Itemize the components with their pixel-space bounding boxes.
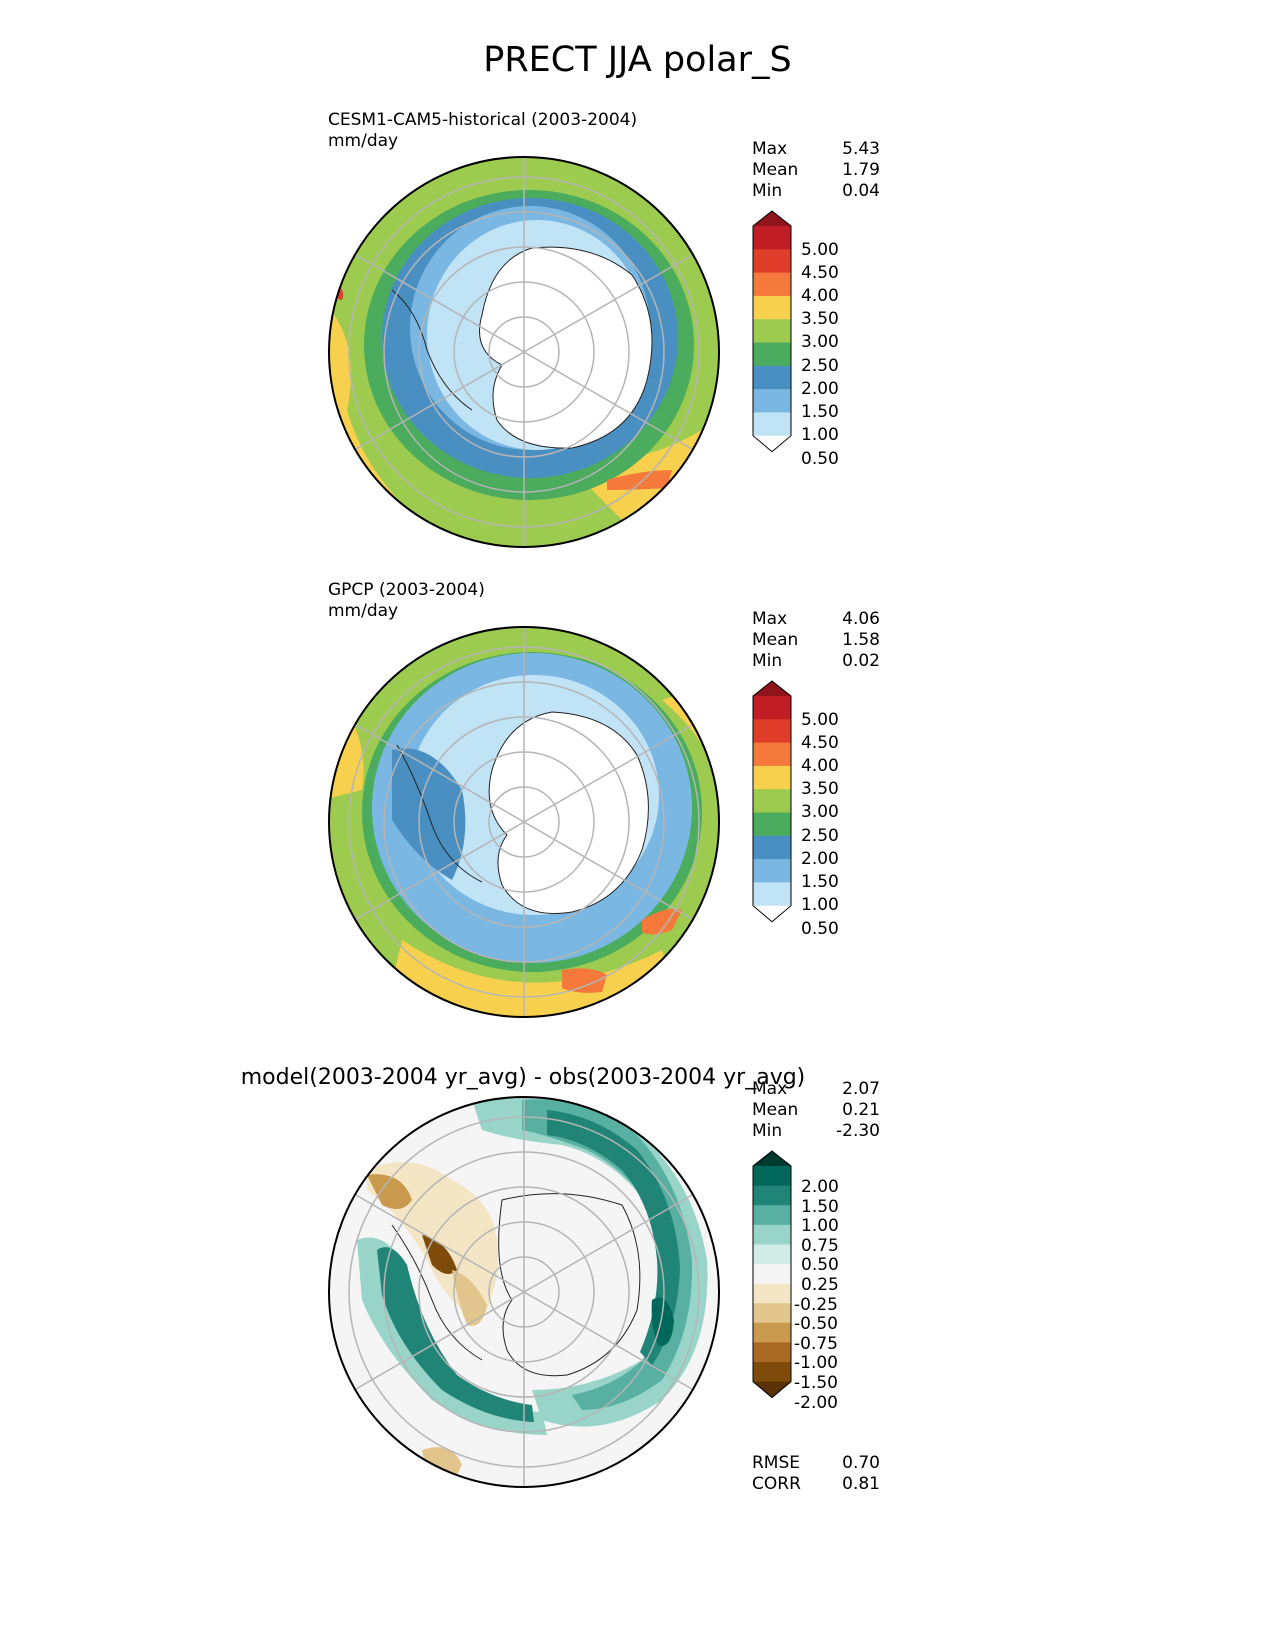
panel-2-subtitle: GPCP (2003-2004) xyxy=(328,580,485,600)
colorbar-swatch xyxy=(753,835,791,860)
colorbar-tick: 3.00 xyxy=(801,802,839,822)
colorbar-swatch xyxy=(753,1342,791,1363)
colorbar-outline xyxy=(752,680,792,923)
panel-2-stats: Max 4.06 Mean 1.58 Min 0.02 xyxy=(752,609,880,671)
colorbar-tick: 2.00 xyxy=(801,1177,839,1197)
colorbar-swatch xyxy=(753,365,791,390)
colorbar-tick: 2.50 xyxy=(801,356,839,376)
panel-1-polar-map xyxy=(328,156,720,548)
colorbar-outline xyxy=(752,210,792,453)
colorbar-swatch xyxy=(753,859,791,883)
colorbar-swatch xyxy=(753,812,791,837)
colorbar-swatch xyxy=(753,1166,791,1187)
panel-3-metrics: RMSE 0.70 CORR 0.81 xyxy=(752,1453,880,1494)
colorbar-swatches xyxy=(752,680,792,923)
colorbar-tick: 3.50 xyxy=(801,309,839,329)
colorbar-tick: 1.50 xyxy=(801,872,839,892)
colorbar-tick: 0.50 xyxy=(801,919,839,939)
colorbar-swatch xyxy=(753,1205,791,1226)
colorbar-tick: 2.00 xyxy=(801,379,839,399)
colorbar-tick: 5.00 xyxy=(801,240,839,260)
panel-2-polar-map xyxy=(328,626,720,1018)
panel-1-subtitle: CESM1-CAM5-historical (2003-2004) xyxy=(328,110,638,130)
colorbar-tick: 2.50 xyxy=(801,826,839,846)
panel-1-colorbar xyxy=(752,210,792,453)
colorbar-tick: -0.50 xyxy=(794,1314,838,1334)
colorbar-swatches xyxy=(752,210,792,453)
colorbar-tick: 5.00 xyxy=(801,710,839,730)
colorbar-swatch xyxy=(753,1244,791,1265)
panel-1-units: mm/day xyxy=(328,131,399,151)
colorbar-outline xyxy=(752,1150,792,1399)
panel-3-subtitle: model(2003-2004 yr_avg) - obs(2003-2004 … xyxy=(240,1065,806,1090)
colorbar-tick: 2.00 xyxy=(801,849,839,869)
colorbar-swatch xyxy=(753,342,791,367)
colorbar-tick: 4.50 xyxy=(801,263,839,283)
colorbar-swatch xyxy=(753,1362,791,1383)
panel-2-colorbar xyxy=(752,680,792,923)
colorbar-swatch xyxy=(753,765,791,790)
colorbar-swatch xyxy=(753,681,791,696)
colorbar-tick: 4.00 xyxy=(801,756,839,776)
panel-3-polar-map xyxy=(328,1096,720,1488)
colorbar-swatch xyxy=(753,882,791,907)
colorbar-swatch xyxy=(753,789,791,813)
colorbar-tick: 0.25 xyxy=(801,1275,839,1295)
colorbar-swatch xyxy=(753,435,791,452)
colorbar-tick: 4.00 xyxy=(801,286,839,306)
colorbar-tick: 1.00 xyxy=(801,1216,839,1236)
colorbar-swatch xyxy=(753,1303,791,1324)
colorbar-swatch xyxy=(753,1185,791,1206)
colorbar-tick: 3.00 xyxy=(801,332,839,352)
colorbar-swatch xyxy=(753,1151,791,1166)
colorbar-swatch xyxy=(753,211,791,226)
colorbar-swatch xyxy=(753,742,791,767)
colorbar-tick: -2.00 xyxy=(794,1393,838,1413)
colorbar-swatch xyxy=(753,249,791,274)
colorbar-swatch xyxy=(753,1322,791,1343)
colorbar-tick: 0.50 xyxy=(801,449,839,469)
colorbar-swatches xyxy=(752,1150,792,1399)
colorbar-swatch xyxy=(753,319,791,343)
colorbar-tick: 1.00 xyxy=(801,895,839,915)
colorbar-swatch xyxy=(753,272,791,297)
colorbar-swatch xyxy=(753,719,791,744)
colorbar-tick: -1.00 xyxy=(794,1353,838,1373)
colorbar-tick: -0.25 xyxy=(794,1295,838,1315)
colorbar-tick: 1.50 xyxy=(801,1197,839,1217)
colorbar-tick: 1.50 xyxy=(801,402,839,422)
colorbar-tick: 3.50 xyxy=(801,779,839,799)
colorbar-tick: -0.75 xyxy=(794,1334,838,1354)
colorbar-tick: 4.50 xyxy=(801,733,839,753)
colorbar-swatch xyxy=(753,412,791,437)
colorbar-tick: -1.50 xyxy=(794,1373,838,1393)
panel-3-colorbar xyxy=(752,1150,792,1399)
colorbar-tick: 0.50 xyxy=(801,1255,839,1275)
panel-2-units: mm/day xyxy=(328,601,399,621)
colorbar-swatch xyxy=(753,226,791,250)
colorbar-swatch xyxy=(753,696,791,720)
colorbar-tick: 1.00 xyxy=(801,425,839,445)
panel-3-stats: Max 2.07 Mean 0.21 Min -2.30 xyxy=(752,1079,880,1141)
panel-1-stats: Max 5.43 Mean 1.79 Min 0.04 xyxy=(752,139,880,201)
colorbar-swatch xyxy=(753,905,791,922)
colorbar-swatch xyxy=(753,1381,791,1398)
colorbar-tick: 0.75 xyxy=(801,1236,839,1256)
colorbar-swatch xyxy=(753,1264,791,1285)
colorbar-swatch xyxy=(753,389,791,413)
figure-title: PRECT JJA polar_S xyxy=(483,40,792,80)
colorbar-swatch xyxy=(753,1224,791,1245)
colorbar-swatch xyxy=(753,295,791,320)
colorbar-swatch xyxy=(753,1283,791,1304)
